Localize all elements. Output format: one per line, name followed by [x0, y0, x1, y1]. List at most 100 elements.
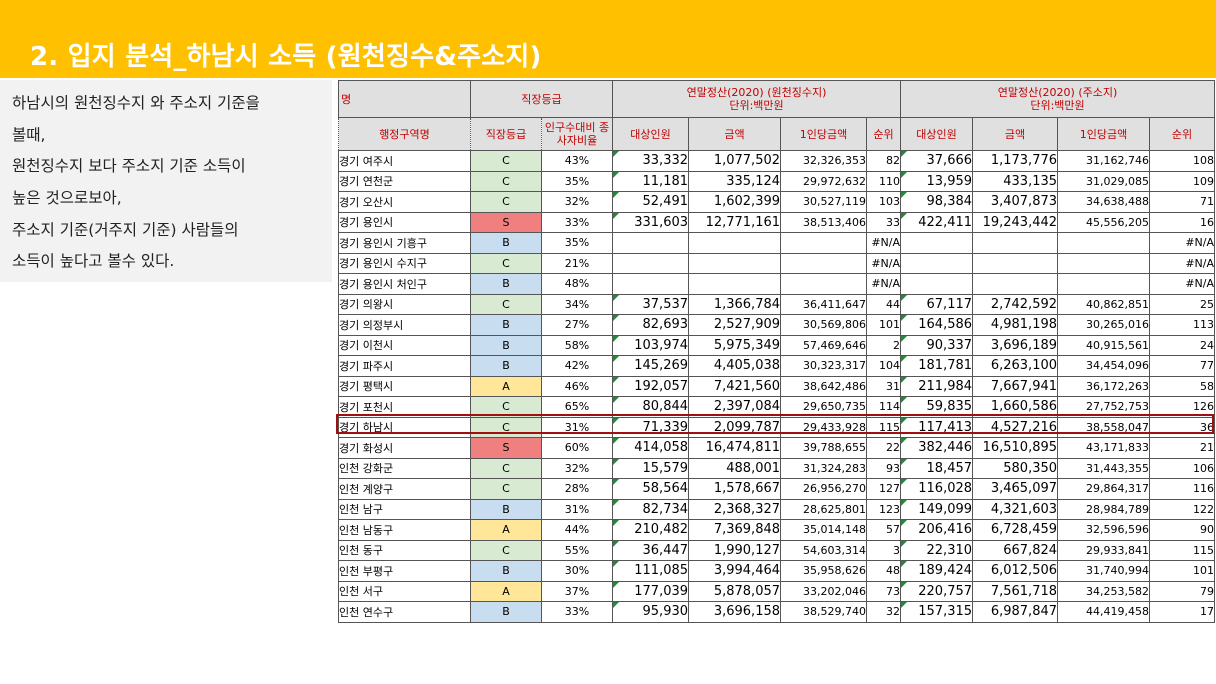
- withholding-rank-cell: 73: [866, 580, 902, 602]
- withholding-amount-cell: 1,602,399: [688, 191, 782, 213]
- col-header: 직장등급: [470, 117, 542, 151]
- withholding-per-capita-cell: [780, 232, 868, 254]
- region-name-cell: 인천 계양구: [338, 478, 471, 500]
- withholding-amount-cell: [688, 273, 782, 295]
- address-rank-cell: #N/A: [1149, 273, 1216, 295]
- address-per-capita-cell: 30,265,016: [1057, 314, 1151, 336]
- withholding-amount-cell: 2,368,327: [688, 498, 782, 520]
- address-people-cell: 90,337: [900, 334, 974, 356]
- table-row: 경기 이천시 B 58% 103,974 5,975,349 57,469,646 2 90,…: [338, 334, 1216, 356]
- address-amount-cell: 3,465,097: [972, 478, 1059, 500]
- grade-cell: C: [470, 191, 542, 213]
- address-amount-cell: 667,824: [972, 539, 1059, 561]
- withholding-people-cell: 95,930: [612, 601, 690, 623]
- description-line: 원천징수지 보다 주소지 기준 소득이: [12, 157, 246, 175]
- withholding-people-cell: 145,269: [612, 355, 690, 377]
- header-address-group: 연말정산(2020) (주소지) 단위:백만원: [900, 80, 1216, 118]
- address-per-capita-cell: 32,596,596: [1057, 519, 1151, 541]
- address-per-capita-cell: 34,638,488: [1057, 191, 1151, 213]
- grade-cell: C: [470, 478, 542, 500]
- address-amount-cell: 3,407,873: [972, 191, 1059, 213]
- withholding-amount-cell: 2,527,909: [688, 314, 782, 336]
- address-people-cell: [900, 252, 974, 274]
- withholding-people-cell: 82,693: [612, 314, 690, 336]
- withholding-people-cell: 33,332: [612, 150, 690, 172]
- address-group-unit: 단위:백만원: [1030, 99, 1085, 112]
- address-per-capita-cell: 45,556,205: [1057, 211, 1151, 233]
- address-per-capita-cell: 29,933,841: [1057, 539, 1151, 561]
- address-amount-cell: 2,742,592: [972, 293, 1059, 315]
- table-row: 경기 용인시 기흥구 B 35% #N/A #N/A: [338, 232, 1216, 254]
- address-rank-cell: #N/A: [1149, 252, 1216, 274]
- address-amount-cell: 6,263,100: [972, 355, 1059, 377]
- withholding-people-cell: [612, 232, 690, 254]
- withholding-rank-cell: 101: [866, 314, 902, 336]
- address-per-capita-cell: 43,171,833: [1057, 437, 1151, 459]
- withholding-group-unit: 단위:백만원: [729, 99, 784, 112]
- withholding-amount-cell: 1,578,667: [688, 478, 782, 500]
- region-name-cell: 경기 여주시: [338, 150, 471, 172]
- table-row: 경기 연천군 C 35% 11,181 335,124 29,972,632 110 13,9…: [338, 170, 1216, 192]
- withholding-amount-cell: 16,474,811: [688, 437, 782, 459]
- address-per-capita-cell: 31,443,355: [1057, 457, 1151, 479]
- address-people-cell: 220,757: [900, 580, 974, 602]
- address-people-cell: 189,424: [900, 560, 974, 582]
- withholding-amount-cell: 7,421,560: [688, 375, 782, 397]
- region-name-cell: 경기 용인시 기흥구: [338, 232, 471, 254]
- withholding-people-cell: 52,491: [612, 191, 690, 213]
- grade-cell: C: [470, 170, 542, 192]
- address-per-capita-cell: [1057, 273, 1151, 295]
- table-row: 인천 동구 C 55% 36,447 1,990,127 54,603,314 3 22,31…: [338, 539, 1216, 561]
- withholding-per-capita-cell: 38,642,486: [780, 375, 868, 397]
- employee-ratio-cell: 27%: [540, 314, 614, 336]
- withholding-per-capita-cell: 35,958,626: [780, 560, 868, 582]
- withholding-rank-cell: 48: [866, 560, 902, 582]
- employee-ratio-cell: 33%: [540, 601, 614, 623]
- address-rank-cell: 113: [1149, 314, 1216, 336]
- withholding-people-cell: 36,447: [612, 539, 690, 561]
- col-header: 대상인원: [900, 117, 974, 151]
- region-name-cell: 경기 포천시: [338, 396, 471, 418]
- address-per-capita-cell: 31,029,085: [1057, 170, 1151, 192]
- address-amount-cell: 4,527,216: [972, 416, 1059, 438]
- title-bar: 2. 입지 분석_하남시 소득 (원천징수&주소지): [0, 0, 1216, 78]
- description-box: 하남시의 원천징수지 와 주소지 기준을 볼때, 원천징수지 보다 주소지 기준…: [0, 80, 332, 282]
- table-row: 인천 남구 B 31% 82,734 2,368,327 28,625,801 123 149…: [338, 498, 1216, 520]
- employee-ratio-cell: 31%: [540, 498, 614, 520]
- grade-cell: S: [470, 211, 542, 233]
- address-per-capita-cell: 38,558,047: [1057, 416, 1151, 438]
- withholding-per-capita-cell: 32,326,353: [780, 150, 868, 172]
- withholding-people-cell: 15,579: [612, 457, 690, 479]
- employee-ratio-cell: 58%: [540, 334, 614, 356]
- address-rank-cell: 126: [1149, 396, 1216, 418]
- employee-ratio-cell: 34%: [540, 293, 614, 315]
- address-rank-cell: #N/A: [1149, 232, 1216, 254]
- address-amount-cell: 3,696,189: [972, 334, 1059, 356]
- table-row: 경기 파주시 B 42% 145,269 4,405,038 30,323,317 104 1…: [338, 355, 1216, 377]
- withholding-rank-cell: 114: [866, 396, 902, 418]
- address-people-cell: 164,586: [900, 314, 974, 336]
- address-rank-cell: 108: [1149, 150, 1216, 172]
- address-people-cell: 22,310: [900, 539, 974, 561]
- description-line: 하남시의 원천징수지 와 주소지 기준을: [12, 94, 260, 112]
- header-grade: 직장등급: [469, 80, 614, 118]
- withholding-people-cell: 80,844: [612, 396, 690, 418]
- withholding-amount-cell: 1,990,127: [688, 539, 782, 561]
- address-people-cell: 18,457: [900, 457, 974, 479]
- address-rank-cell: 36: [1149, 416, 1216, 438]
- address-rank-cell: 24: [1149, 334, 1216, 356]
- withholding-people-cell: 71,339: [612, 416, 690, 438]
- col-header: 행정구역명: [338, 117, 471, 151]
- address-per-capita-cell: 34,454,096: [1057, 355, 1151, 377]
- grade-cell: C: [470, 457, 542, 479]
- grade-cell: B: [470, 334, 542, 356]
- address-amount-cell: 1,660,586: [972, 396, 1059, 418]
- withholding-people-cell: 111,085: [612, 560, 690, 582]
- address-per-capita-cell: 27,752,753: [1057, 396, 1151, 418]
- address-amount-cell: 4,321,603: [972, 498, 1059, 520]
- address-rank-cell: 25: [1149, 293, 1216, 315]
- header-withholding-group: 연말정산(2020) (원천징수지) 단위:백만원: [612, 80, 902, 118]
- address-rank-cell: 115: [1149, 539, 1216, 561]
- withholding-amount-cell: 2,397,084: [688, 396, 782, 418]
- withholding-amount-cell: 12,771,161: [688, 211, 782, 233]
